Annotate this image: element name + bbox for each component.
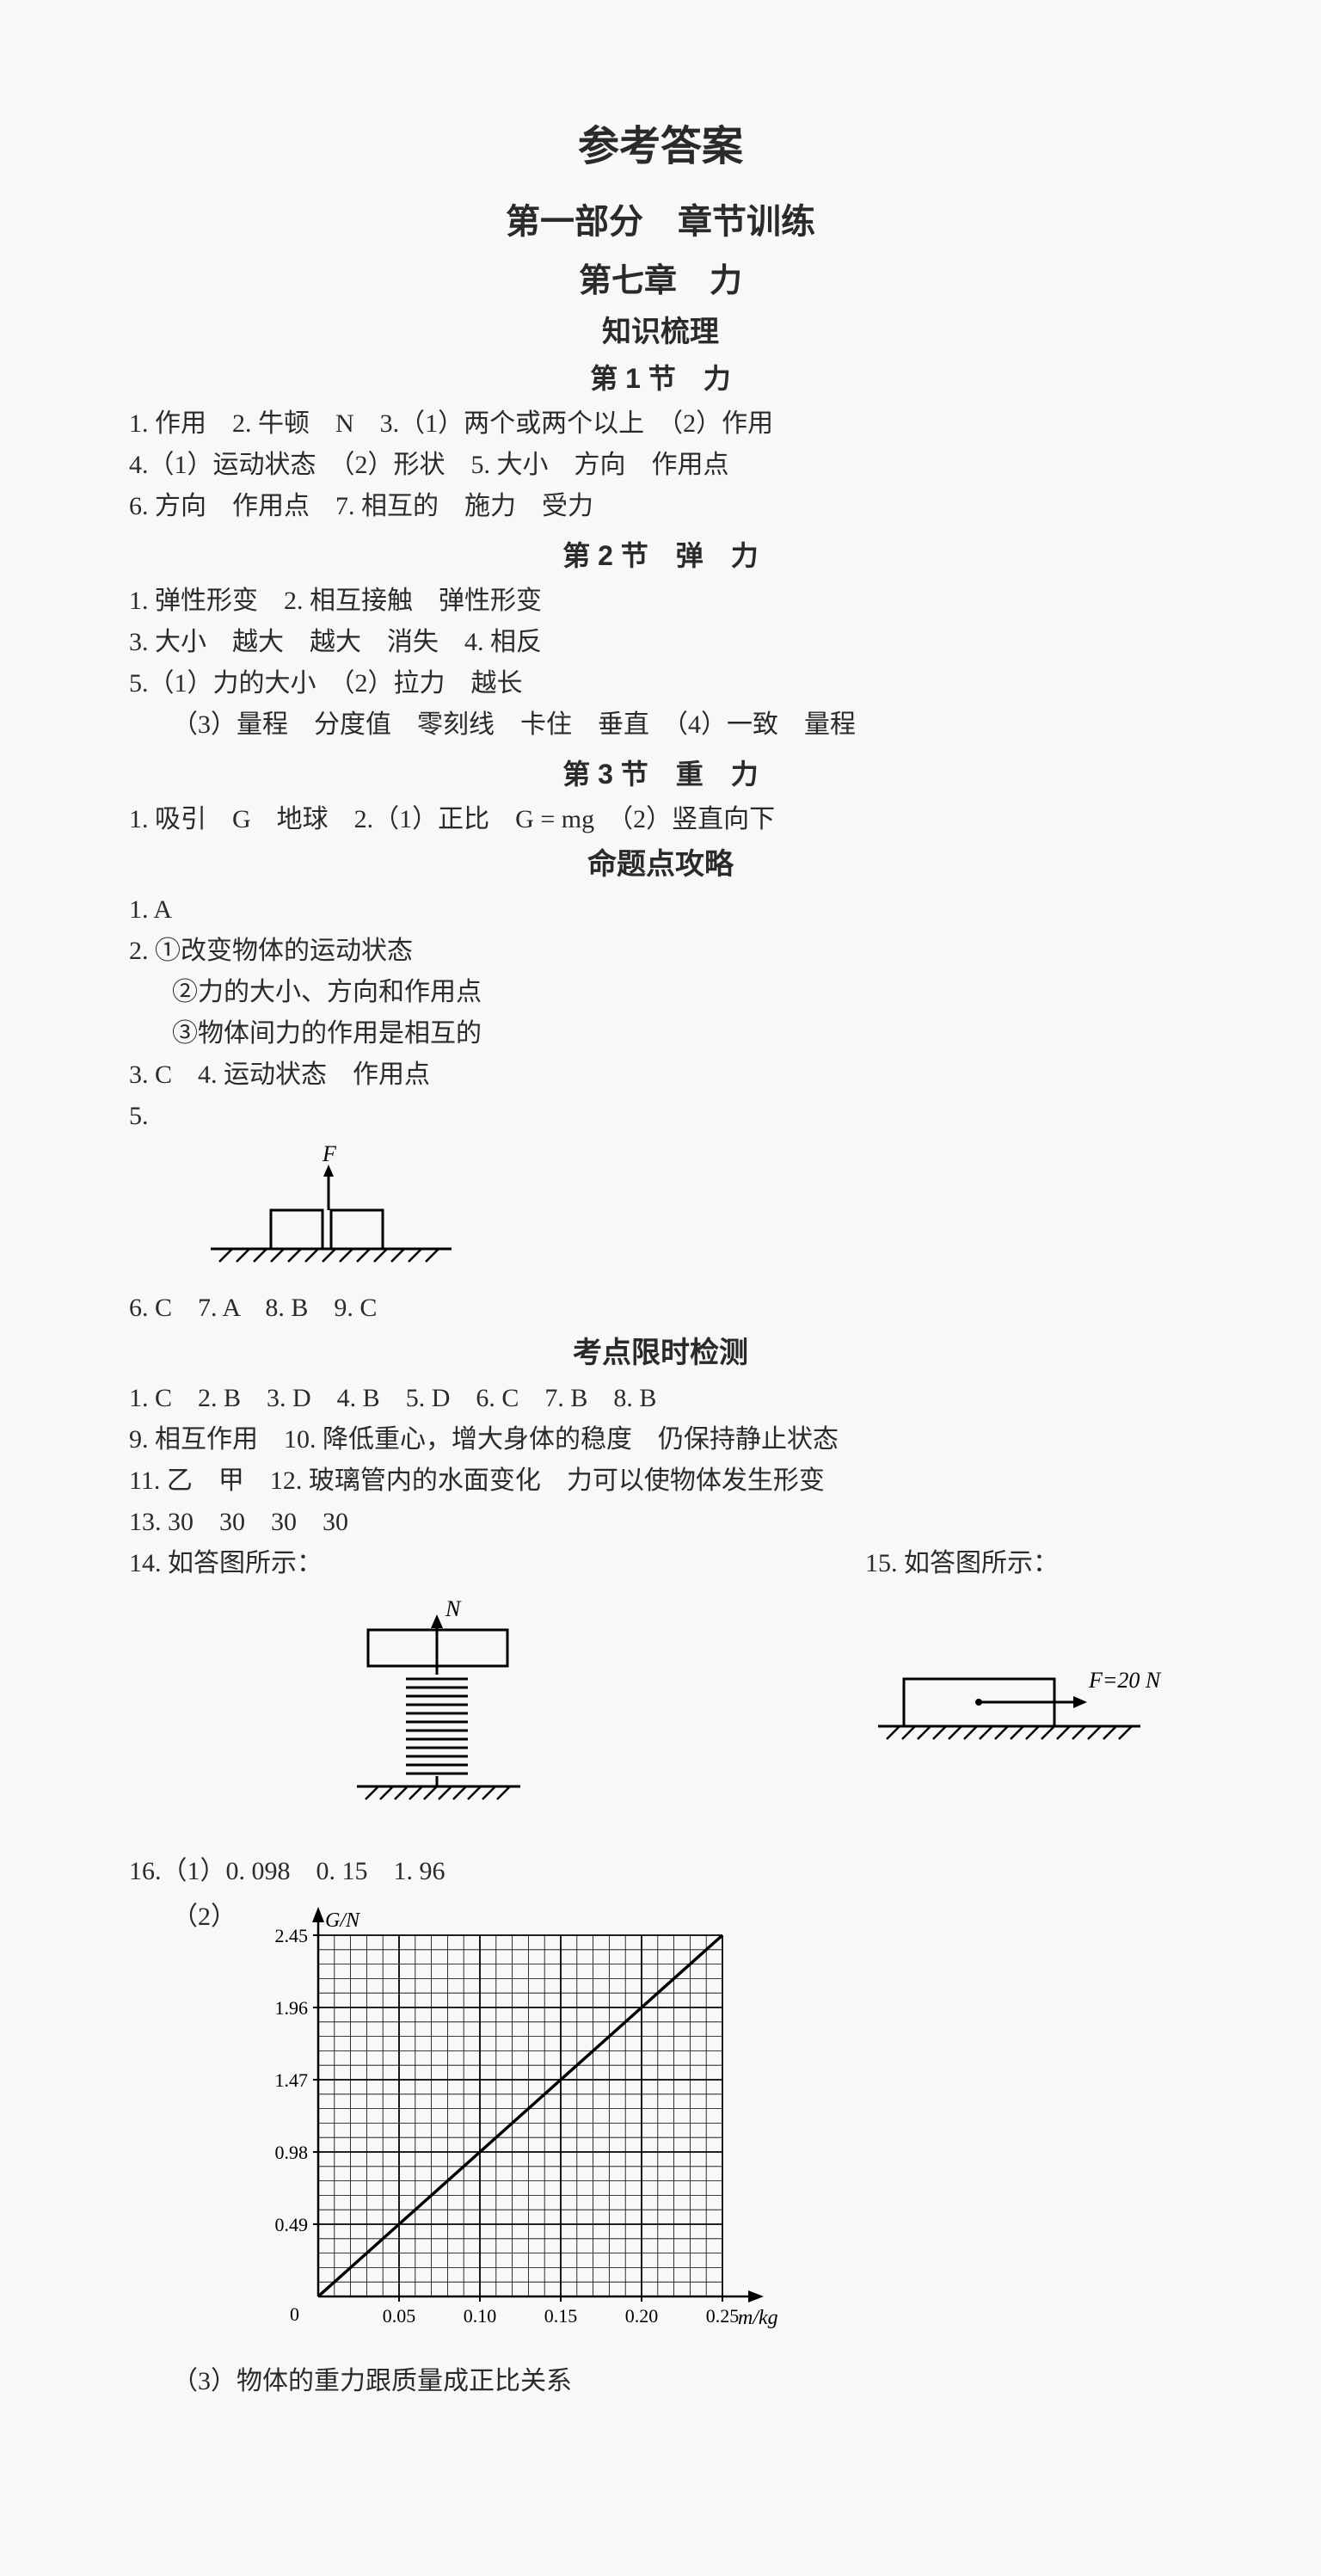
tp-line: 5. xyxy=(129,1096,1192,1137)
diagram-q5: F xyxy=(189,1146,1192,1279)
sec1-line: 1. 作用 2. 牛顿 N 3.（1）两个或两个以上 （2）作用 xyxy=(129,403,1192,445)
section3-title: 第 3 节 重 力 xyxy=(129,753,1192,792)
section2-title: 第 2 节 弹 力 xyxy=(129,534,1192,574)
ex-line: 16.（1）0. 098 0. 15 1. 96 xyxy=(129,1851,1192,1892)
sec3-line: 1. 吸引 G 地球 2.（1）正比 G = mg （2）竖直向下 xyxy=(129,799,1192,840)
tp-line: ③物体间力的作用是相互的 xyxy=(129,1013,1192,1054)
tp-line: 2. ①改变物体的运动状态 xyxy=(129,931,1192,972)
sec2-line: 5.（1）力的大小 （2）拉力 越长 xyxy=(129,663,1192,704)
sec1-line: 4.（1）运动状态 （2）形状 5. 大小 方向 作用点 xyxy=(129,445,1192,486)
svg-text:1.47: 1.47 xyxy=(275,2069,309,2091)
sec2-line: （3）量程 分度值 零刻线 卡住 垂直 （4）一致 量程 xyxy=(129,704,1192,746)
ex-line: （3）物体的重力跟质量成正比关系 xyxy=(129,2361,1192,2402)
svg-text:m/kg: m/kg xyxy=(738,2307,778,2329)
svg-text:2.45: 2.45 xyxy=(275,1925,309,1946)
title-main: 参考答案 xyxy=(129,112,1192,172)
subtitle-knowledge: 知识梳理 xyxy=(129,308,1192,350)
diagram-q14: N xyxy=(292,1597,585,1834)
ex-line-16-2: （2） xyxy=(129,1892,245,1938)
tp-line: 1. A xyxy=(129,889,1192,931)
ex-line: 1. C 2. B 3. D 4. B 5. D 6. C 7. B 8. B xyxy=(129,1378,1192,1419)
section1-title: 第 1 节 力 xyxy=(129,357,1192,397)
svg-text:0.10: 0.10 xyxy=(464,2305,497,2327)
svg-text:0.25: 0.25 xyxy=(706,2305,740,2327)
svg-text:0.98: 0.98 xyxy=(275,2142,309,2163)
ex-line: 9. 相互作用 10. 降低重心，增大身体的稳度 仍保持静止状态 xyxy=(129,1419,1192,1460)
chart-q16: G/N m/kg 0 0.49 0.98 1.47 1.96 2.45 0.05 0.10 0.15… xyxy=(245,1901,830,2352)
svg-text:1.96: 1.96 xyxy=(275,1997,309,2019)
svg-text:0.49: 0.49 xyxy=(275,2214,309,2235)
ex-line: 11. 乙 甲 12. 玻璃管内的水面变化 力可以使物体发生形变 xyxy=(129,1460,1192,1502)
subtitle-topics: 命题点攻略 xyxy=(129,840,1192,882)
svg-text:0.15: 0.15 xyxy=(544,2305,578,2327)
sec2-line: 1. 弹性形变 2. 相互接触 弹性形变 xyxy=(129,581,1192,622)
label-N: N xyxy=(445,1597,462,1621)
svg-text:G/N: G/N xyxy=(325,1909,361,1932)
title-part: 第一部分 章节训练 xyxy=(129,194,1192,243)
sec1-line: 6. 方向 作用点 7. 相互的 施力 受力 xyxy=(129,486,1192,527)
sec2-line: 3. 大小 越大 越大 消失 4. 相反 xyxy=(129,622,1192,663)
diagram-q15: F=20 N xyxy=(822,1649,1183,1782)
tp-line: 6. C 7. A 8. B 9. C xyxy=(129,1288,1192,1329)
svg-text:0: 0 xyxy=(290,2303,299,2325)
svg-text:0.20: 0.20 xyxy=(625,2305,659,2327)
ex-line-14: 14. 如答图所示： xyxy=(129,1543,865,1584)
label-F: F xyxy=(322,1146,337,1166)
label-F20: F=20 N xyxy=(1088,1668,1162,1693)
svg-text:0.05: 0.05 xyxy=(383,2305,416,2327)
ex-line: 13. 30 30 30 30 xyxy=(129,1502,1192,1543)
ex-line-15: 15. 如答图所示： xyxy=(865,1543,1192,1584)
subtitle-exam: 考点限时检测 xyxy=(129,1329,1192,1371)
title-chapter: 第七章 力 xyxy=(129,254,1192,301)
tp-line: 3. C 4. 运动状态 作用点 xyxy=(129,1054,1192,1096)
tp-line: ②力的大小、方向和作用点 xyxy=(129,972,1192,1013)
